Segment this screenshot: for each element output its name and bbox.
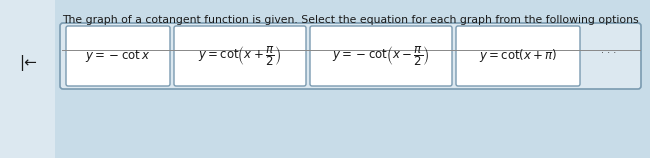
Text: |←: |←: [19, 55, 37, 71]
Text: $y=-\cot\!\left(x-\dfrac{\pi}{2}\right)$: $y=-\cot\!\left(x-\dfrac{\pi}{2}\right)$: [332, 44, 430, 68]
Text: $y=\cot (x+\pi)$: $y=\cot (x+\pi)$: [478, 48, 557, 64]
FancyBboxPatch shape: [66, 26, 170, 86]
FancyBboxPatch shape: [456, 26, 580, 86]
Text: $y=-\cot x$: $y=-\cot x$: [85, 48, 151, 64]
FancyBboxPatch shape: [0, 0, 55, 158]
FancyBboxPatch shape: [174, 26, 306, 86]
FancyBboxPatch shape: [60, 23, 641, 89]
Text: · · ·: · · ·: [601, 49, 617, 58]
FancyBboxPatch shape: [583, 44, 635, 63]
Text: The graph of a cotangent function is given. Select the equation for each graph f: The graph of a cotangent function is giv…: [62, 15, 638, 25]
FancyBboxPatch shape: [310, 26, 452, 86]
Text: $y=\cot\!\left(x+\dfrac{\pi}{2}\right)$: $y=\cot\!\left(x+\dfrac{\pi}{2}\right)$: [198, 44, 281, 68]
